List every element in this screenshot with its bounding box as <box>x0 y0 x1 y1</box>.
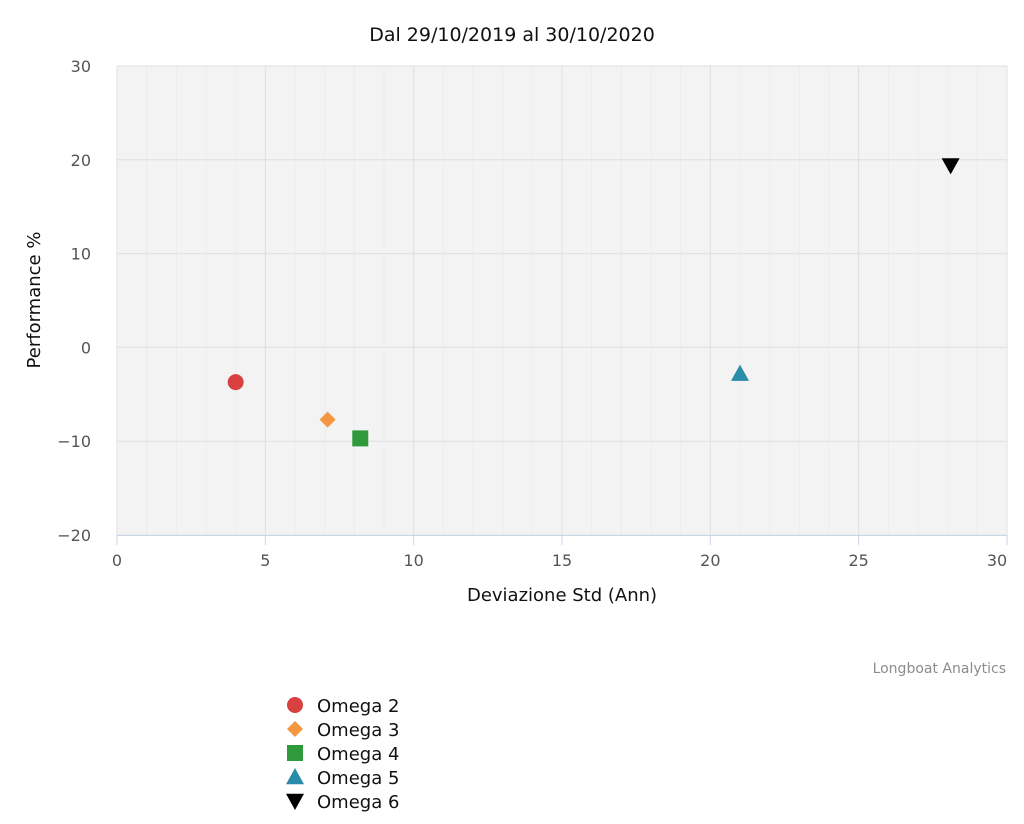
data-point-omega-4 <box>352 430 369 447</box>
y-tick-label: 30 <box>71 57 91 76</box>
y-tick-label: 0 <box>81 338 91 357</box>
triangle-up-icon <box>286 768 304 785</box>
x-tick-label: 25 <box>848 551 868 570</box>
x-tick-label: 10 <box>403 551 423 570</box>
legend-item-label: Omega 3 <box>317 720 399 741</box>
legend: Omega 2 Omega 3 Omega 4 Omega 5 Omega 6 <box>286 696 399 813</box>
x-tick-label: 30 <box>987 551 1007 570</box>
legend-item-label: Omega 6 <box>317 792 399 813</box>
x-axis-ticks: 0 5 10 15 20 25 30 <box>112 535 1008 570</box>
y-tick-label: −20 <box>57 526 91 545</box>
x-tick-label: 0 <box>112 551 122 570</box>
data-point-omega-3 <box>319 411 336 428</box>
credits-label: Longboat Analytics <box>873 661 1006 677</box>
diamond-icon <box>287 721 303 737</box>
circle-icon <box>287 697 303 713</box>
legend-item-label: Omega 5 <box>317 768 399 789</box>
x-tick-label: 15 <box>552 551 572 570</box>
square-icon <box>287 745 303 761</box>
legend-item-label: Omega 4 <box>317 744 399 765</box>
chart-title: Dal 29/10/2019 al 30/10/2020 <box>369 24 655 46</box>
y-tick-label: −10 <box>57 432 91 451</box>
data-points <box>227 158 960 447</box>
data-point-omega-5 <box>731 364 749 381</box>
y-axis-ticks: 30 20 10 0 −10 −20 <box>57 57 91 545</box>
y-tick-label: 20 <box>71 151 91 170</box>
y-axis-title: Performance % <box>24 232 45 369</box>
legend-item-label: Omega 2 <box>317 696 399 717</box>
x-tick-label: 5 <box>260 551 270 570</box>
y-tick-label: 10 <box>71 245 91 264</box>
triangle-down-icon <box>286 793 304 810</box>
x-axis-title: Deviazione Std (Ann) <box>467 585 657 606</box>
data-point-omega-6 <box>941 158 960 175</box>
data-point-omega-2 <box>227 374 244 391</box>
x-tick-label: 20 <box>700 551 720 570</box>
